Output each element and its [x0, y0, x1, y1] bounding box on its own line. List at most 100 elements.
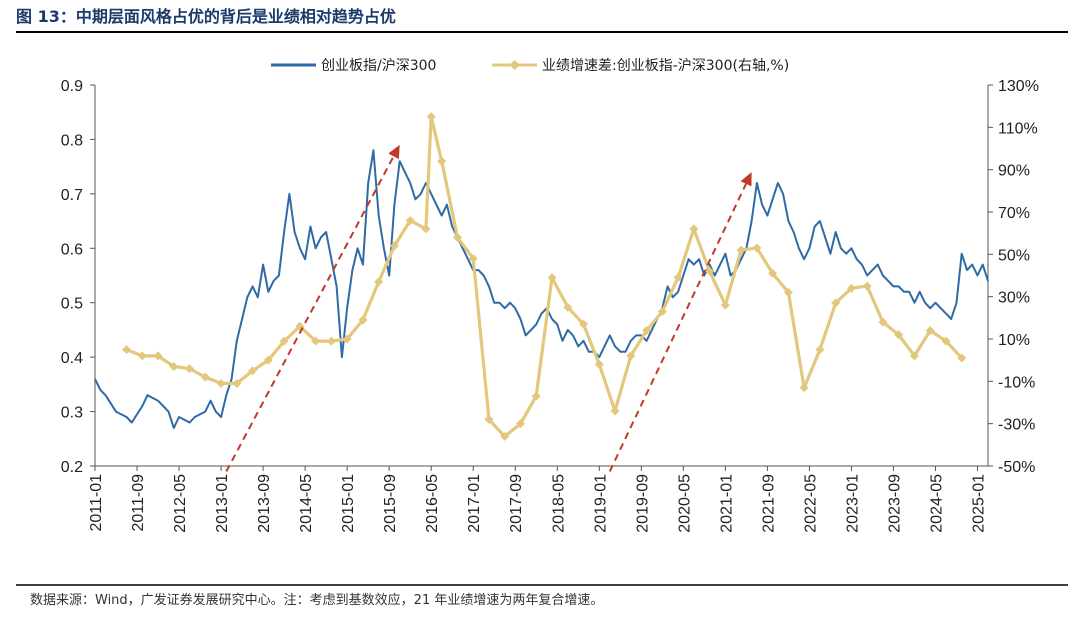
x-tick-label: 2025-01 [970, 474, 987, 533]
growth-point-marker [862, 281, 872, 291]
series-layer [94, 112, 989, 441]
x-tick-label: 2021-09 [760, 474, 777, 533]
x-tick-label: 2013-09 [256, 474, 273, 533]
series-line-ratio [94, 149, 989, 429]
growth-point-marker [216, 378, 226, 388]
y-right-tick-label: -50% [998, 459, 1035, 476]
growth-point-marker [846, 283, 856, 293]
x-tick-label: 2023-09 [886, 474, 903, 533]
growth-point-marker [815, 345, 825, 355]
growth-point-marker [326, 336, 336, 346]
growth-point-marker [484, 414, 494, 424]
growth-point-marker [626, 351, 636, 361]
y-right-ticks: -50% -30% -10% 10% 30% 50% 70% 90% 110% 130% [988, 78, 1039, 476]
y-right-tick-label: -30% [998, 417, 1035, 434]
y-left-tick-label: 0.8 [61, 132, 83, 149]
x-tick-label: 2019-09 [634, 474, 651, 533]
trend-arrow-line-1 [225, 155, 395, 472]
growth-point-marker [610, 406, 620, 416]
growth-point-marker [452, 232, 462, 242]
growth-point-marker [657, 306, 667, 316]
growth-point-marker [437, 156, 447, 166]
y-left-tick-label: 0.2 [61, 459, 83, 476]
growth-point-marker [426, 112, 436, 122]
growth-point-marker [153, 351, 163, 361]
x-tick-label: 2012-05 [172, 474, 189, 533]
x-tick-label: 2015-09 [382, 474, 399, 533]
growth-point-marker [689, 224, 699, 234]
growth-point-marker [831, 298, 841, 308]
growth-point-marker [200, 372, 210, 382]
growth-point-marker [122, 345, 132, 355]
growth-point-marker [579, 319, 589, 329]
growth-point-marker [594, 359, 604, 369]
growth-point-marker [941, 336, 951, 346]
x-tick-label: 2017-09 [508, 474, 525, 533]
y-left-tick-label: 0.7 [61, 187, 83, 204]
growth-point-marker [515, 419, 525, 429]
x-tick-label: 2021-01 [718, 474, 735, 533]
growth-point-marker [878, 317, 888, 327]
y-left-tick-label: 0.3 [61, 405, 83, 422]
growth-point-marker [752, 243, 762, 253]
growth-point-marker [768, 268, 778, 278]
y-left-tick-label: 0.6 [61, 241, 83, 258]
growth-point-marker [563, 302, 573, 312]
x-tick-label: 2024-05 [928, 474, 945, 533]
series-line-growth [125, 115, 963, 438]
y-right-tick-label: 30% [998, 290, 1030, 307]
growth-point-marker [389, 241, 399, 251]
growth-point-marker [232, 378, 242, 388]
trend-arrow-head-2 [740, 172, 752, 187]
growth-point-marker [547, 273, 557, 283]
x-tick-label: 2011-01 [88, 474, 105, 532]
growth-point-marker [736, 245, 746, 255]
growth-point-marker [185, 364, 195, 374]
growth-point-marker [673, 273, 683, 283]
growth-point-marker [799, 383, 809, 393]
x-tick-label: 2023-01 [844, 474, 861, 533]
growth-point-marker [909, 351, 919, 361]
growth-point-marker [421, 224, 431, 234]
growth-point-marker [311, 336, 321, 346]
y-left-tick-label: 0.4 [61, 350, 83, 367]
trend-arrow-line-2 [608, 183, 747, 472]
legend: 创业板指/沪深300 业绩增速差:创业板指-沪深300(右轴,%) [271, 58, 789, 74]
annotation-layer [225, 144, 752, 472]
x-tick-label: 2011-09 [130, 474, 147, 532]
x-tick-label: 2020-05 [676, 474, 693, 533]
y-right-tick-label: 50% [998, 247, 1030, 264]
growth-point-marker [500, 431, 510, 441]
legend-label-growth: 业绩增速差:创业板指-沪深300(右轴,%) [542, 58, 789, 74]
y-right-tick-label: 90% [998, 163, 1030, 180]
growth-point-marker [894, 330, 904, 340]
growth-point-marker [358, 315, 368, 325]
growth-point-marker [957, 353, 967, 363]
legend-marker-growth [509, 60, 520, 70]
x-tick-label: 2019-01 [592, 474, 609, 533]
growth-point-marker [720, 300, 730, 310]
growth-point-marker [405, 215, 415, 225]
y-right-tick-label: 130% [998, 78, 1039, 95]
x-tick-label: 2014-05 [298, 474, 315, 533]
growth-point-marker [642, 326, 652, 336]
y-left-tick-label: 0.5 [61, 296, 83, 313]
y-right-tick-label: -10% [998, 374, 1035, 391]
axes: 0.2 0.3 0.4 0.5 0.6 0.7 0.8 0.9 -50% -30% -10% 10%… [61, 78, 1039, 533]
legend-label-ratio: 创业板指/沪深300 [321, 58, 436, 74]
growth-point-marker [169, 362, 179, 372]
source-note: 数据来源：Wind，广发证券发展研究中心。注：考虑到基数效应，21 年业绩增速为… [30, 592, 603, 608]
growth-point-marker [374, 277, 384, 287]
y-right-tick-label: 110% [998, 120, 1038, 137]
y-right-tick-label: 70% [998, 205, 1030, 222]
y-left-ticks: 0.2 0.3 0.4 0.5 0.6 0.7 0.8 0.9 [61, 78, 95, 476]
figure-title: 图 13：中期层面风格占优的背后是业绩相对趋势占优 [16, 7, 396, 26]
growth-point-marker [279, 336, 289, 346]
growth-point-marker [137, 351, 147, 361]
x-tick-label: 2015-01 [340, 474, 357, 533]
growth-point-marker [468, 254, 478, 264]
x-tick-label: 2017-01 [466, 474, 483, 533]
growth-point-marker [263, 355, 273, 365]
trend-arrow-head-1 [388, 144, 400, 160]
x-tick-label: 2018-05 [550, 474, 567, 533]
